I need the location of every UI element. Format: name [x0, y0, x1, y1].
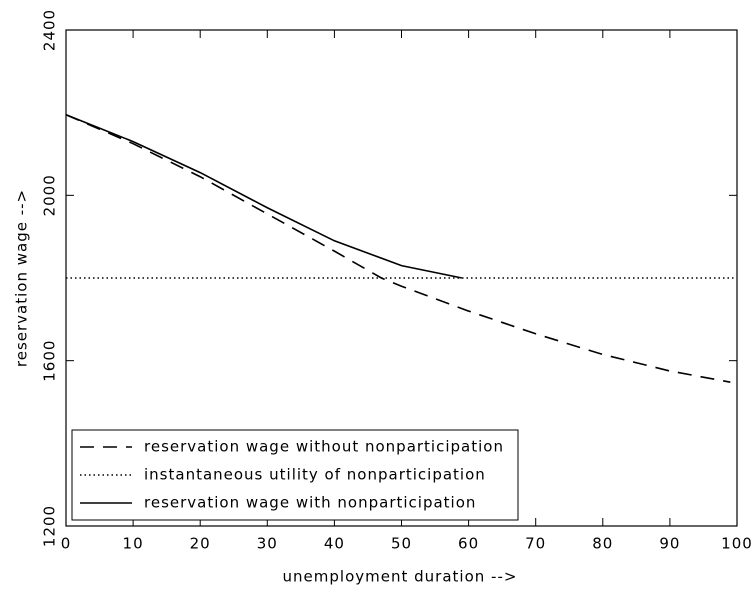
line-series: [65, 113, 731, 383]
x-tick-label: 10: [123, 535, 144, 553]
x-axis-label: unemployment duration -->: [283, 568, 518, 586]
x-tick-label: 70: [525, 535, 546, 553]
y-tick-label: 1200: [41, 505, 59, 547]
y-tick-label: 2000: [41, 174, 59, 216]
x-tick-label: 30: [257, 535, 278, 553]
x-tick-label: 90: [659, 535, 680, 553]
x-tick-label: 50: [391, 535, 412, 553]
x-tick-label: 60: [458, 535, 479, 553]
line-series: [65, 113, 463, 279]
x-tick-label: 100: [721, 535, 753, 553]
x-tick-label: 20: [190, 535, 211, 553]
y-tick-label: 2400: [41, 9, 59, 51]
x-tick-label: 40: [324, 535, 345, 553]
x-tick-label: 80: [592, 535, 613, 553]
legend-label: instantaneous utility of nonparticipatio…: [144, 466, 486, 484]
y-axis-label: reservation wage -->: [13, 189, 31, 367]
legend-box: [71, 429, 519, 521]
legend-label: reservation wage without nonparticipatio…: [144, 438, 504, 456]
x-tick-label: 0: [61, 535, 72, 553]
y-tick-label: 1600: [41, 340, 59, 382]
legend-label: reservation wage with nonparticipation: [144, 494, 476, 512]
